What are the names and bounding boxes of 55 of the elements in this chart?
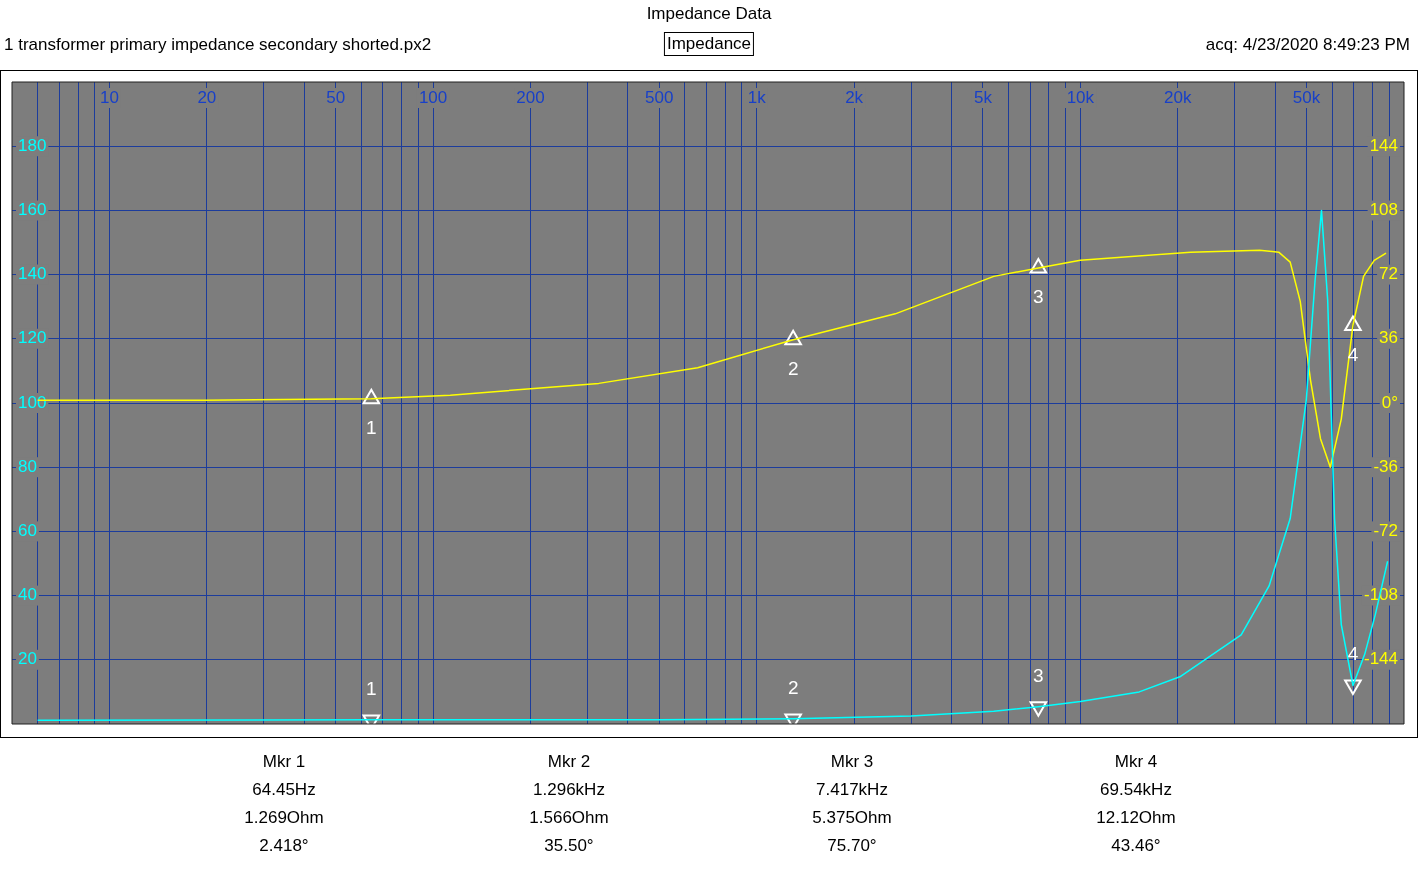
x-tick-label: 100 bbox=[418, 87, 448, 107]
y-tick-label: 80 bbox=[17, 456, 37, 476]
x-tick-label: 50 bbox=[326, 87, 346, 107]
annotation: 3 bbox=[1033, 286, 1044, 308]
text: Impedance bbox=[663, 32, 755, 56]
y2-tick-label: 144 bbox=[1369, 135, 1399, 155]
annotation: 2 bbox=[787, 677, 799, 699]
chart-subtitle: 1 transformer primary impedance secondary shorted.px2 bbox=[4, 35, 432, 55]
annotation: 1 bbox=[366, 416, 377, 438]
text: 64.45Hz bbox=[251, 780, 317, 800]
x-tick-label: 20k bbox=[1164, 87, 1192, 107]
text: 7.417kHz bbox=[815, 780, 889, 800]
y2-tick-label: -72 bbox=[1373, 521, 1398, 541]
y2-tick-label: 0° bbox=[1381, 392, 1399, 412]
y2-tick-label: 108 bbox=[1369, 200, 1399, 220]
text: 35.50° bbox=[543, 836, 595, 856]
text: acq: 4/23/2020 8:49:23 PM bbox=[1205, 35, 1410, 55]
x-tick-label: 5k bbox=[973, 87, 993, 107]
annotation: 2 bbox=[787, 357, 799, 379]
x-tick-label: 50k bbox=[1292, 87, 1321, 107]
x-tick-label: 20 bbox=[197, 87, 217, 107]
text: Mkr 1 bbox=[261, 752, 307, 772]
text: 2.418° bbox=[258, 836, 310, 856]
x-tick-label: 500 bbox=[645, 87, 674, 107]
y2-tick-label: 72 bbox=[1379, 264, 1399, 284]
x-tick-label: 2k bbox=[845, 87, 864, 107]
y-tick-label: 100 bbox=[17, 392, 47, 412]
text: 43.46° bbox=[1110, 836, 1162, 856]
text: 69.54kHz bbox=[1099, 780, 1173, 800]
x-tick-label: 200 bbox=[516, 87, 545, 107]
text: Mkr 4 bbox=[1113, 752, 1159, 772]
y2-tick-label: 36 bbox=[1379, 328, 1399, 348]
y-tick-label: 40 bbox=[17, 585, 37, 605]
y2-tick-label: -144 bbox=[1363, 649, 1398, 669]
y2-tick-label: -36 bbox=[1373, 456, 1398, 476]
x-tick-label: 10k bbox=[1066, 87, 1095, 107]
text: 5.375Ohm bbox=[811, 808, 893, 828]
y-tick-label: 120 bbox=[17, 328, 47, 348]
text: 1.296kHz bbox=[532, 780, 606, 800]
y-tick-label: 60 bbox=[17, 521, 37, 541]
text: 75.70° bbox=[826, 836, 878, 856]
y-tick-label: 140 bbox=[17, 264, 47, 284]
y-tick-label: 180 bbox=[17, 135, 47, 155]
x-tick-label: 1k bbox=[747, 87, 767, 107]
annotation: 3 bbox=[1033, 664, 1044, 686]
text: 12.12Ohm bbox=[1095, 808, 1177, 828]
x-tick-label: 10 bbox=[99, 87, 119, 107]
y-tick-label: 160 bbox=[17, 200, 47, 220]
y-tick-label: 20 bbox=[17, 649, 37, 669]
text: Mkr 3 bbox=[829, 752, 875, 772]
chart-title: Impedance Data bbox=[645, 4, 773, 24]
text: 1.566Ohm bbox=[528, 808, 610, 828]
text: 1.269Ohm bbox=[243, 808, 325, 828]
annotation: 1 bbox=[366, 678, 377, 700]
text: Mkr 2 bbox=[546, 752, 592, 772]
